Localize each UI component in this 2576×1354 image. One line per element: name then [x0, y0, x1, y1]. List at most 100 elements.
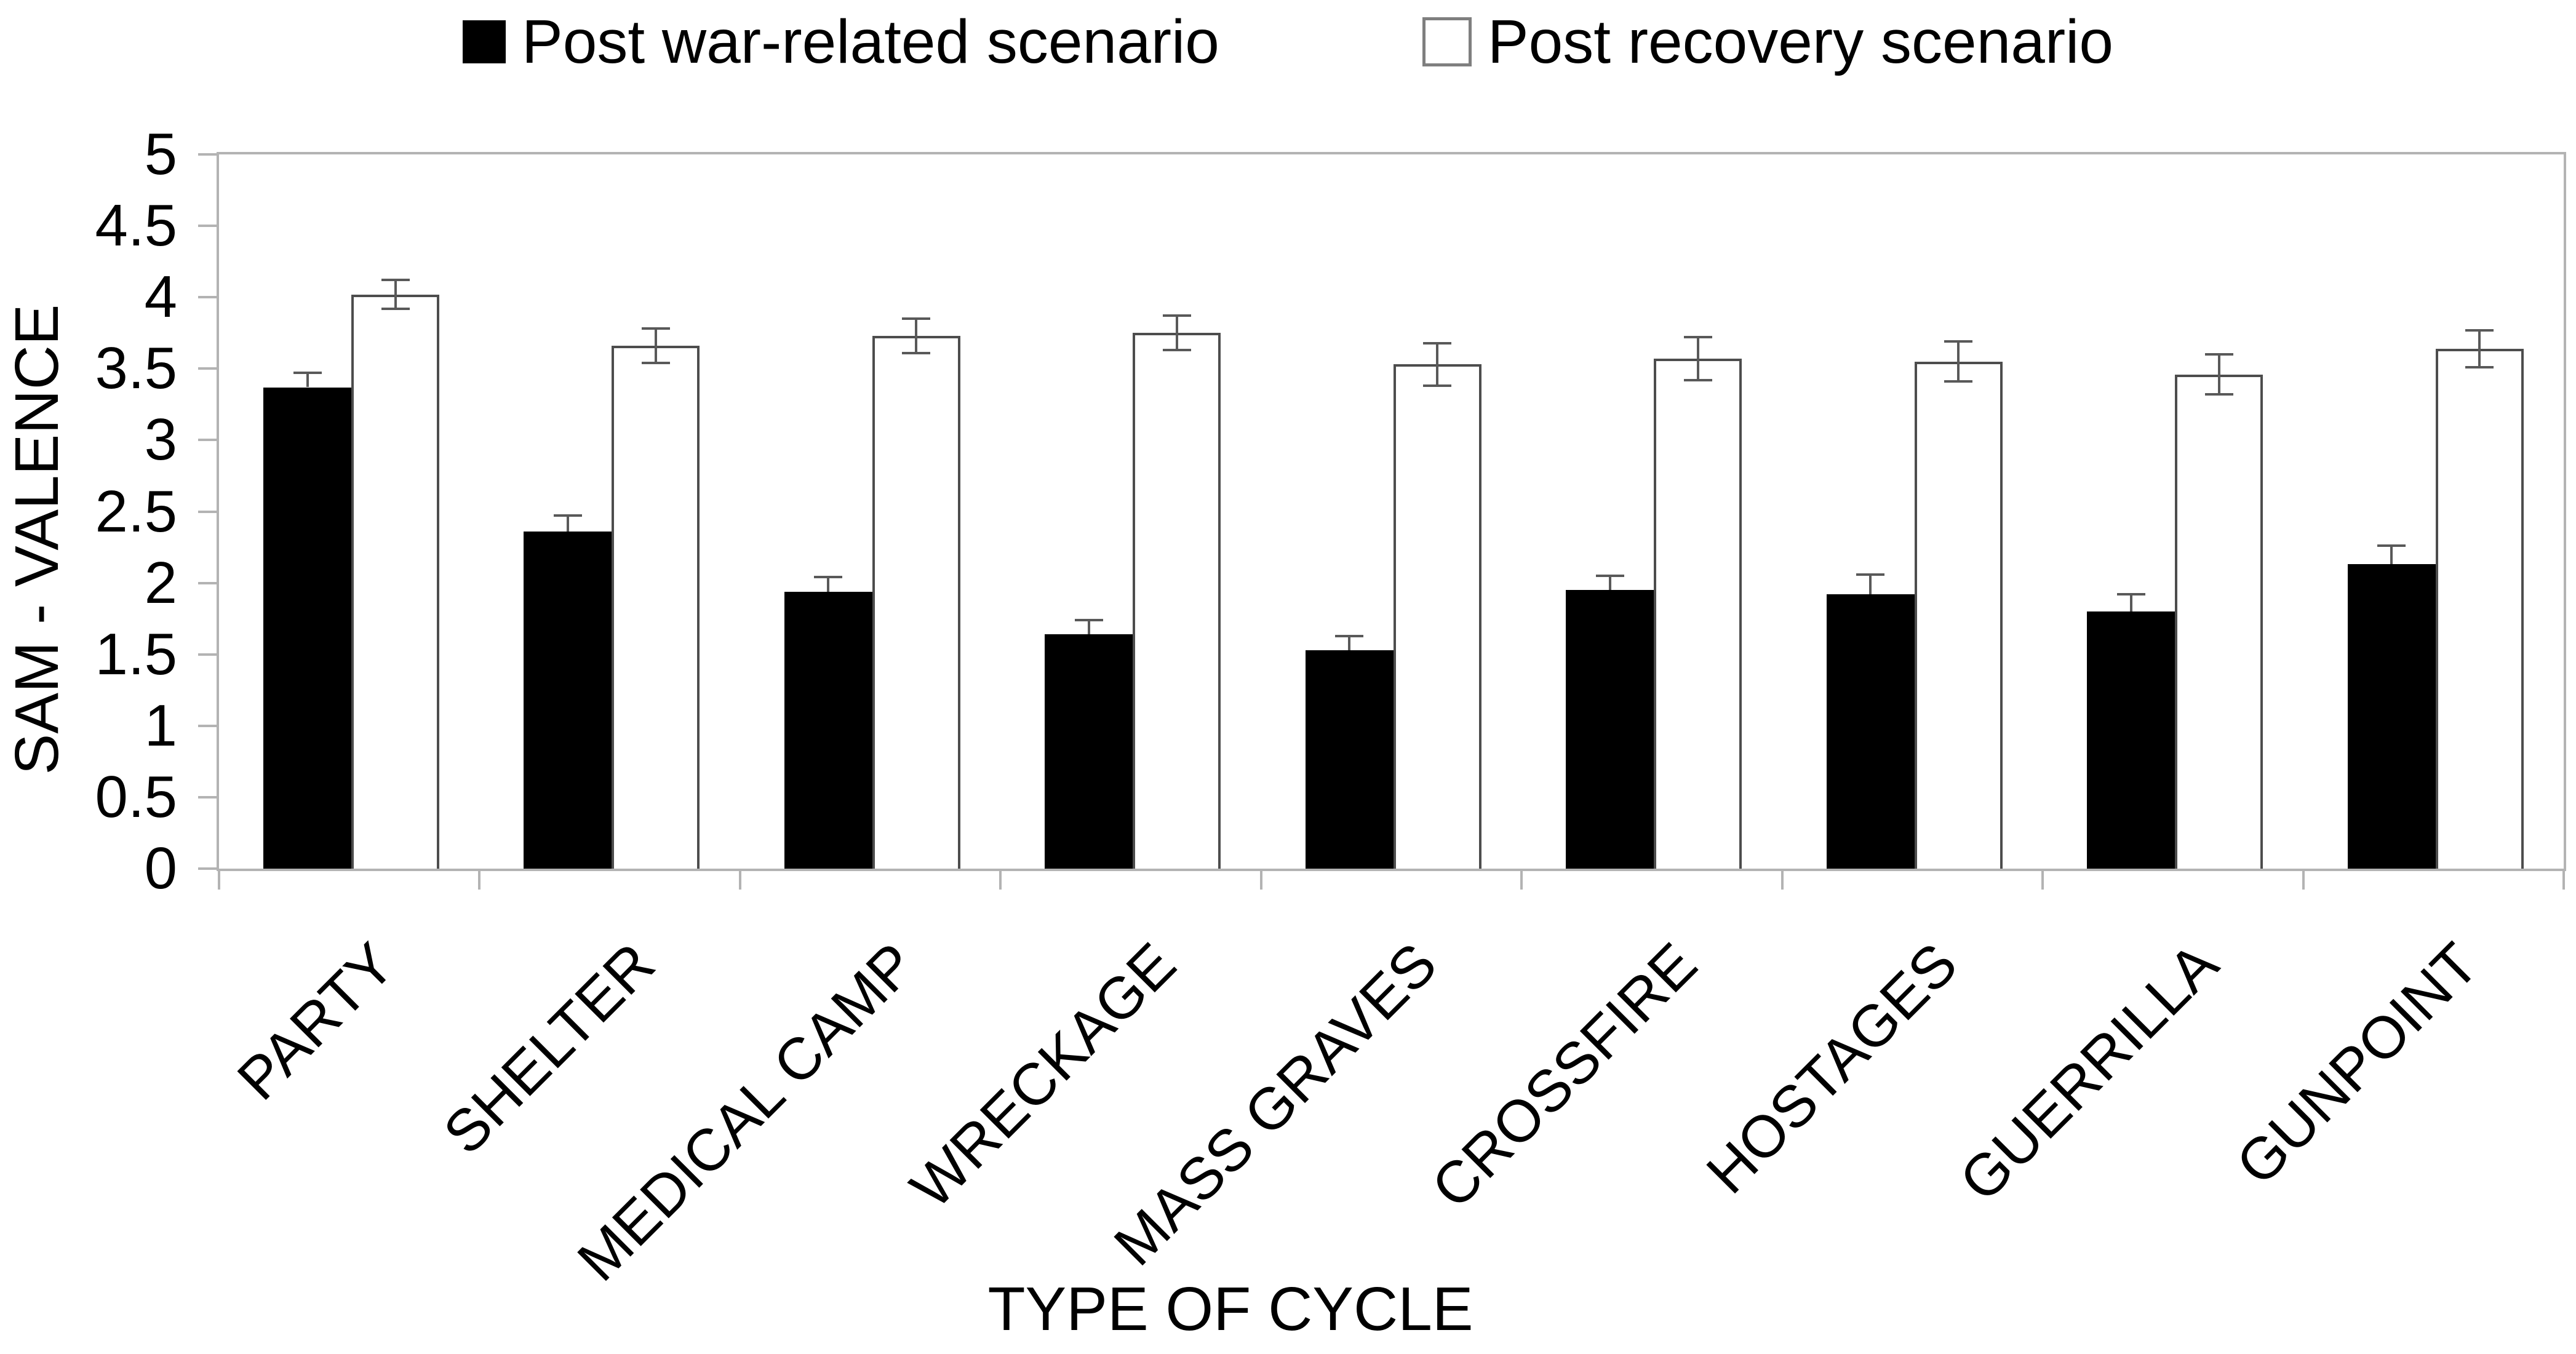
error-bar [872, 154, 960, 869]
y-axis-tick-label: 1.5 [95, 621, 177, 687]
bar-war-wreckage [1045, 634, 1133, 869]
error-bar [612, 154, 700, 869]
error-bar [351, 154, 439, 869]
error-bar-cap-top [2465, 329, 2494, 332]
error-bar [1394, 154, 1481, 869]
y-axis-tick-label: 4 [144, 264, 177, 330]
bar-war-medical-camp [784, 591, 872, 869]
error-bar-cap-top [1074, 618, 1103, 621]
y-axis-tick [198, 367, 217, 370]
y-axis-tick [198, 296, 217, 299]
error-bar-line [1957, 341, 1960, 382]
error-bar-cap-top [2377, 544, 2406, 548]
error-bar-cap-bottom [1423, 384, 1452, 388]
x-axis-tick [218, 871, 220, 890]
bar-group-hostages [1782, 154, 2043, 869]
bar-war-crossfire [1566, 590, 1654, 869]
error-bar-line [2217, 354, 2220, 395]
legend: Post war-related scenario Post recovery … [0, 11, 2576, 73]
error-bar [1566, 154, 1654, 869]
x-axis-tick [1520, 871, 1523, 890]
error-bar-line [1175, 316, 1178, 351]
bar-recovery-medical-camp [872, 335, 960, 869]
y-axis-tick [198, 153, 217, 156]
error-bar [1827, 154, 1915, 869]
bar-recovery-party [351, 294, 439, 869]
y-axis-tick [198, 439, 217, 442]
error-bar-line [1608, 575, 1611, 591]
error-bar-cap-top [1162, 314, 1191, 317]
x-axis-tick [999, 871, 1002, 890]
y-axis-tick-label: 0 [144, 835, 177, 901]
bar-group-wreckage [1000, 154, 1261, 869]
bar-war-gunpoint [2347, 564, 2436, 869]
error-bar [2348, 154, 2436, 869]
plot-area: 5 4.5 4 3.5 3 2.5 2 1.5 1 0.5 0 [95, 125, 2566, 898]
error-bar [2175, 154, 2263, 869]
error-bar-cap-bottom [1162, 349, 1191, 352]
error-bar-line [2129, 594, 2132, 612]
y-axis-tick-label: 2 [144, 549, 177, 616]
bar-group-gunpoint [2303, 154, 2564, 869]
x-axis-tick [1780, 871, 1784, 890]
bar-war-party [263, 387, 351, 869]
y-axis-tick [198, 653, 217, 656]
y-axis-tick-label: 2.5 [95, 478, 177, 544]
error-bar-line [1869, 574, 1872, 595]
legend-swatch-black-icon [463, 20, 506, 63]
legend-swatch-white-icon [1422, 17, 1472, 66]
y-axis-tick [198, 867, 217, 870]
bar-recovery-wreckage [1133, 333, 1221, 869]
y-axis-title: SAM - VALENCE [2, 304, 71, 775]
y-axis-tick-label: 3 [144, 407, 177, 473]
error-bar-line [1696, 337, 1699, 380]
error-bar [784, 154, 872, 869]
error-bar-cap-top [1944, 340, 1973, 343]
error-bar [524, 154, 612, 869]
error-bar-line [2390, 546, 2393, 565]
error-bar-line [1348, 635, 1351, 650]
error-bar [263, 154, 351, 869]
x-axis-tick [2302, 871, 2305, 890]
error-bar-cap-top [381, 279, 410, 282]
bar-group-mass-graves [1261, 154, 1521, 869]
y-axis-tick-label: 5 [144, 121, 177, 187]
error-bar-cap-top [1595, 574, 1624, 577]
bar-recovery-hostages [1914, 361, 2003, 869]
x-axis-tick [2041, 871, 2044, 890]
error-bar [1133, 154, 1221, 869]
bar-war-mass-graves [1305, 650, 1394, 869]
y-axis-tick [198, 510, 217, 513]
x-axis-tick [478, 871, 481, 890]
error-bar-cap-top [1856, 573, 1885, 576]
error-bar [2087, 154, 2175, 869]
error-bar-cap-bottom [2204, 393, 2233, 396]
error-bar-line [394, 280, 397, 309]
error-bar-line [1436, 343, 1439, 386]
error-bar-cap-top [293, 372, 322, 375]
error-bar-cap-top [2204, 353, 2233, 356]
legend-label-war: Post war-related scenario [522, 7, 1219, 76]
error-bar-cap-top [1683, 336, 1712, 339]
error-bar-line [306, 373, 309, 388]
legend-item-war: Post war-related scenario [463, 11, 1219, 73]
error-bar-cap-top [641, 327, 670, 330]
error-bar-cap-top [814, 576, 843, 579]
bar-group-party [219, 154, 479, 869]
y-axis-tick-label: 4.5 [95, 193, 177, 259]
error-bar-cap-bottom [902, 351, 931, 354]
x-axis-tick [1259, 871, 1262, 890]
error-bar-cap-bottom [641, 362, 670, 364]
error-bar [1654, 154, 1742, 869]
error-bar-cap-bottom [1944, 380, 1973, 383]
error-bar-cap-top [2116, 593, 2145, 596]
error-bar-cap-top [902, 317, 931, 321]
error-bar-line [2478, 330, 2481, 367]
error-bar-cap-top [1423, 341, 1452, 344]
error-bar-cap-bottom [2465, 365, 2494, 368]
bar-group-shelter [479, 154, 740, 869]
bar-war-shelter [524, 532, 612, 869]
y-axis-tick-label: 3.5 [95, 335, 177, 402]
y-axis-tick [198, 724, 217, 727]
error-bar-line [566, 516, 569, 532]
